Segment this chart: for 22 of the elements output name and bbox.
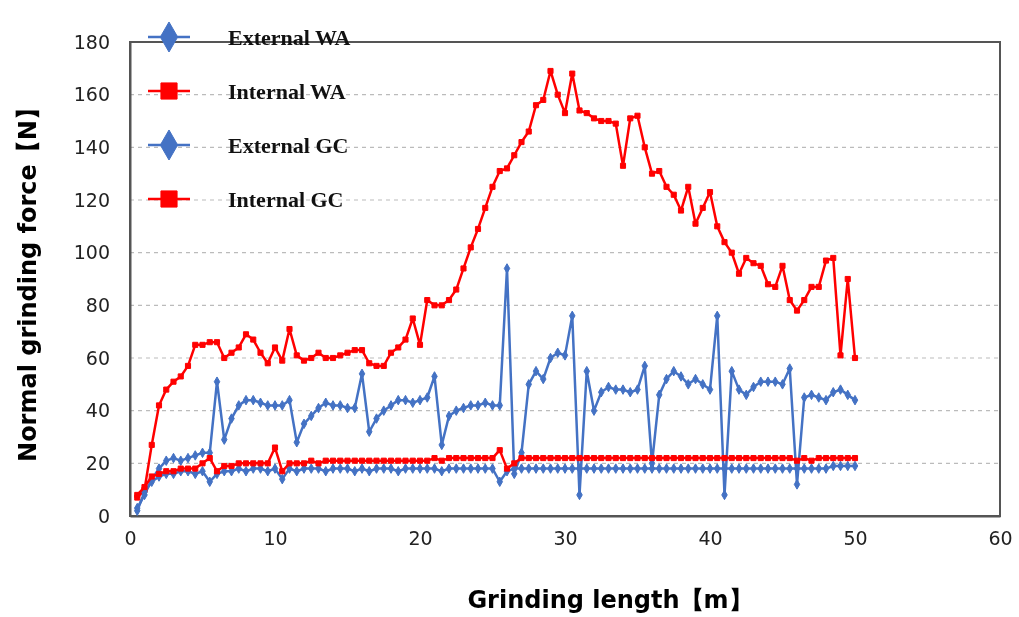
y-tick-label: 20 bbox=[85, 451, 110, 474]
y-tick-label: 100 bbox=[73, 241, 110, 264]
x-tick-label: 10 bbox=[263, 527, 288, 550]
y-tick-label: 120 bbox=[73, 188, 110, 211]
legend-label: External GC bbox=[228, 133, 349, 158]
x-tick-label: 50 bbox=[843, 527, 868, 550]
y-tick-label: 80 bbox=[85, 293, 110, 316]
y-tick-label: 140 bbox=[73, 135, 110, 158]
y-axis-title: Normal grinding force【N】 bbox=[14, 96, 42, 462]
legend-label: Internal GC bbox=[228, 187, 344, 212]
y-tick-label: 40 bbox=[85, 399, 110, 422]
x-axis-title: Grinding length【m】 bbox=[467, 586, 753, 614]
x-tick-label: 40 bbox=[698, 527, 723, 550]
y-tick-label: 160 bbox=[73, 83, 110, 106]
y-tick-label: 180 bbox=[73, 30, 110, 53]
y-tick-label: 0 bbox=[97, 504, 110, 527]
x-tick-label: 30 bbox=[553, 527, 578, 550]
x-tick-label: 20 bbox=[408, 527, 433, 550]
legend-label: Internal WA bbox=[228, 79, 346, 104]
x-tick-label: 0 bbox=[124, 527, 137, 550]
x-tick-label: 60 bbox=[988, 527, 1013, 550]
y-tick-label: 60 bbox=[85, 346, 110, 369]
